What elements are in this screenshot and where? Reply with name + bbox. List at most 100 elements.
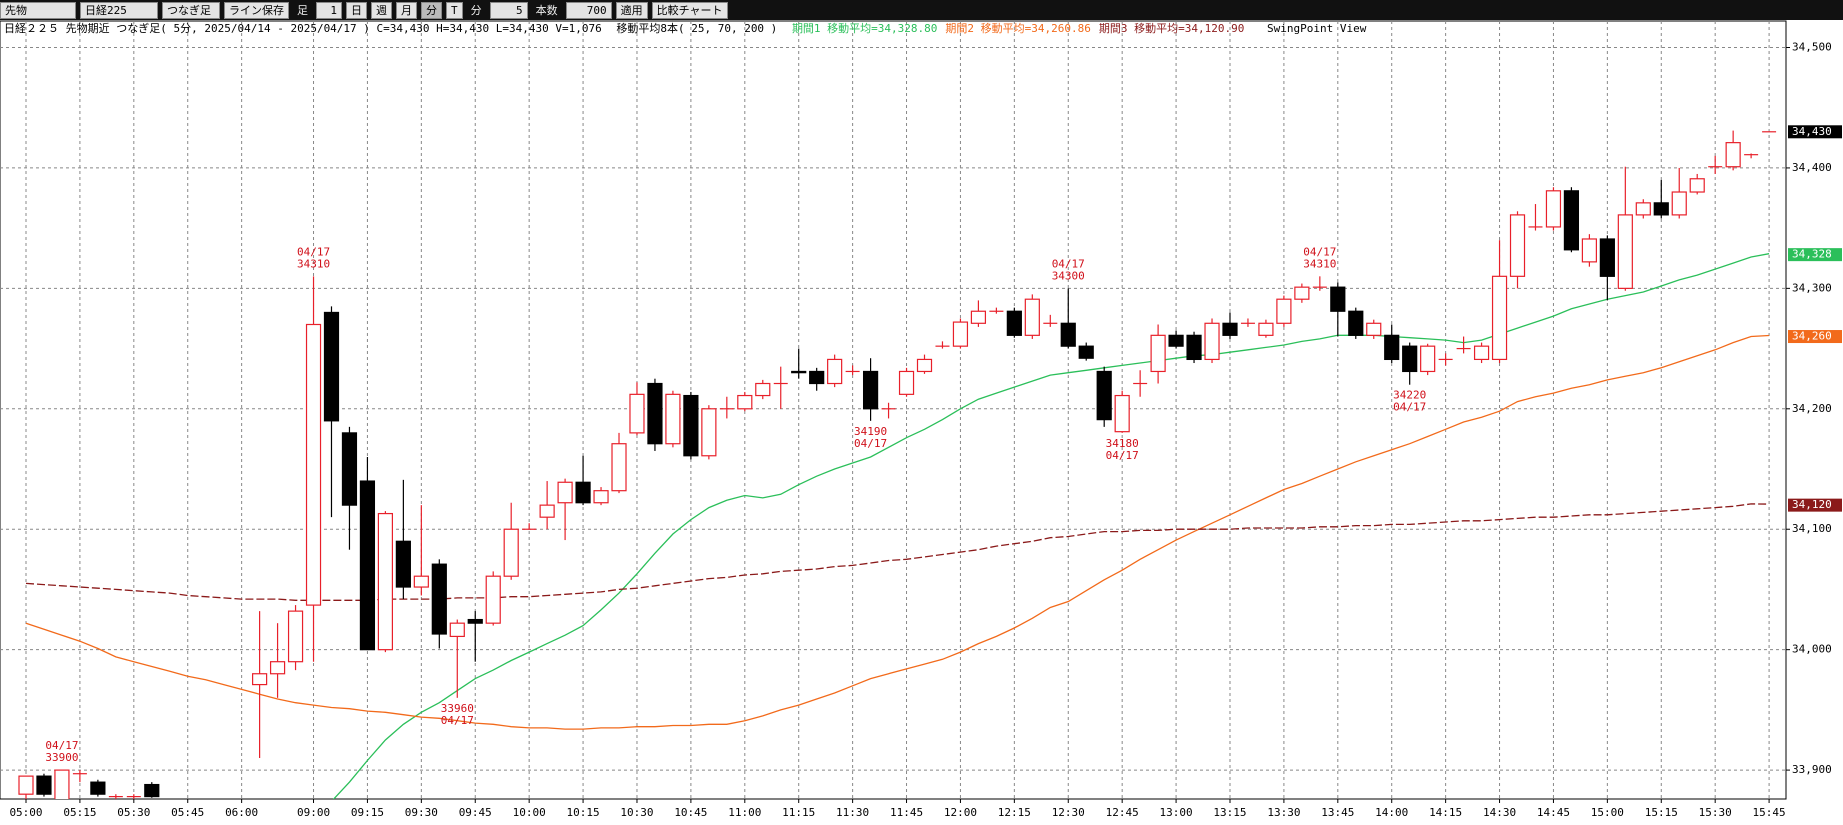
swing-date: 04/17	[1106, 449, 1139, 462]
candle-body	[503, 528, 519, 577]
candle-body	[701, 408, 717, 457]
candle-body	[1581, 238, 1597, 263]
legend-entry: 期間2 移動平均=34,260.86	[945, 22, 1091, 35]
kind-select[interactable]: つなぎ足	[162, 1, 220, 19]
x-tick-label: 12:45	[1106, 806, 1139, 819]
unit-label: 分	[466, 2, 486, 18]
day-button[interactable]: 日	[346, 1, 367, 19]
candle-body	[791, 370, 807, 374]
price-tag-label: 34,328	[1792, 248, 1832, 261]
candle-body	[557, 481, 573, 504]
legend-entry: 期間3 移動平均=34,120.90	[1098, 22, 1245, 35]
compare-button[interactable]: 比較チャート	[651, 1, 728, 19]
x-tick-label: 12:00	[944, 806, 977, 819]
y-tick-label: 33,900	[1792, 763, 1832, 776]
candle-body	[377, 512, 393, 651]
x-tick-label: 10:15	[567, 806, 600, 819]
x-tick-label: 15:00	[1591, 806, 1624, 819]
x-tick-label: 09:00	[297, 806, 330, 819]
price-tag	[1788, 125, 1842, 139]
candle-body	[305, 323, 322, 606]
candle-body	[18, 775, 34, 795]
count-input[interactable]: 700	[565, 1, 612, 19]
x-tick-label: 09:45	[459, 806, 492, 819]
candle-body	[1294, 286, 1310, 300]
symbol-select[interactable]: 日経225	[80, 1, 158, 19]
candle-body	[755, 382, 771, 397]
swing-date: 04/17	[1303, 245, 1336, 258]
plot-layer	[0, 21, 1786, 799]
candle-body	[862, 370, 879, 410]
candle-body	[970, 310, 987, 324]
x-tick-label: 05:15	[63, 806, 96, 819]
candle-body	[1114, 394, 1130, 433]
price-tag	[1788, 498, 1842, 512]
x-tick-label: 15:15	[1645, 806, 1678, 819]
x-tick-label: 11:15	[782, 806, 815, 819]
candle-body	[1725, 142, 1741, 168]
unit-input[interactable]: 5	[489, 1, 528, 19]
swing-date: 04/17	[1052, 257, 1085, 270]
month-button[interactable]: 月	[396, 1, 417, 19]
toolbar: 先物 日経225 つなぎ足 ライン保存 足 1 日 週 月 分 T 分 5 本数…	[0, 0, 1843, 20]
x-tick-label: 15:45	[1753, 806, 1786, 819]
candle-body	[1276, 298, 1292, 324]
x-tick-label: 05:00	[9, 806, 42, 819]
x-tick-label: 12:30	[1052, 806, 1085, 819]
candle-body	[144, 783, 160, 798]
candle-body	[485, 575, 501, 624]
price-tag	[1788, 248, 1842, 262]
candle-body	[36, 775, 52, 795]
legend-entry: 期間1 移動平均=34,328.80	[791, 22, 938, 35]
candle-body	[1617, 214, 1633, 289]
swing-price: 33960	[441, 702, 474, 715]
y-tick-label: 34,400	[1792, 161, 1832, 174]
minute-button[interactable]: 分	[421, 1, 442, 19]
candle-body	[1653, 202, 1669, 216]
header-ma: 移動平均8本( 25, 70, 200 )	[616, 22, 778, 35]
candle-body	[1258, 322, 1274, 336]
candle-body	[323, 311, 340, 422]
ashi-input[interactable]: 1	[316, 1, 342, 19]
candle-body	[90, 781, 106, 795]
count-label: 本数	[531, 2, 562, 18]
price-tag-label: 34,430	[1792, 125, 1832, 138]
x-tick-label: 05:45	[171, 806, 204, 819]
candle-body	[1509, 214, 1526, 277]
x-tick-label: 13:45	[1321, 806, 1354, 819]
candle-body	[809, 370, 825, 385]
candle-body	[1168, 334, 1184, 347]
candle-body	[1420, 345, 1436, 373]
candle-body	[647, 382, 663, 445]
y-tick-label: 34,200	[1792, 402, 1832, 415]
candle-body	[1204, 322, 1220, 361]
market-select[interactable]: 先物	[0, 1, 76, 19]
candle-body	[737, 394, 753, 410]
tick-button[interactable]: T	[446, 1, 463, 19]
save-button[interactable]: ライン保存	[224, 1, 289, 19]
swing-price: 34310	[297, 257, 330, 270]
candle-body	[1060, 322, 1076, 347]
x-tick-label: 10:30	[620, 806, 653, 819]
candle-body	[1348, 310, 1364, 336]
candle-body	[1006, 310, 1022, 336]
apply-button[interactable]: 適用	[615, 1, 648, 19]
ashi-label: 足	[293, 2, 312, 18]
candle-body	[952, 321, 969, 347]
candle-body	[1186, 334, 1202, 361]
candle-body	[341, 432, 358, 506]
candle-body	[827, 358, 843, 385]
candle-body	[467, 618, 483, 624]
candle-body	[665, 393, 681, 445]
candle-body	[1222, 322, 1238, 336]
swing-date: 04/17	[45, 739, 78, 752]
swing-price: 33900	[45, 751, 78, 764]
week-button[interactable]: 週	[371, 1, 392, 19]
candle-body	[1384, 334, 1400, 361]
y-tick-label: 34,000	[1792, 643, 1832, 656]
candle-body	[413, 575, 429, 588]
ma-line	[332, 253, 1770, 799]
swing-price: 34300	[1052, 269, 1085, 282]
